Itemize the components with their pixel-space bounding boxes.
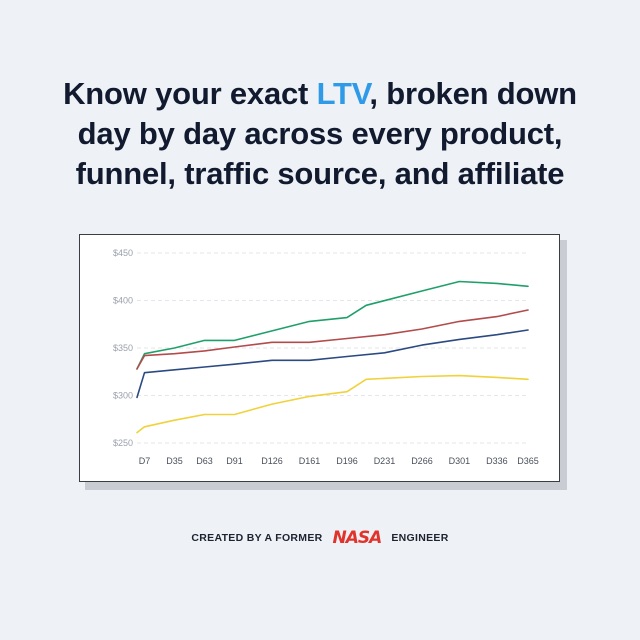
ltv-chart-card: $250 $300 $350 $400 $450 D7 D35 D63 D91 D126 D161 D… bbox=[79, 234, 560, 482]
x-tick-label: D35 bbox=[166, 456, 183, 466]
x-tick-label: D161 bbox=[299, 456, 321, 466]
footer-text-pre: CREATED BY A FORMER bbox=[191, 532, 323, 544]
headline-text: Know your exact bbox=[63, 76, 317, 111]
x-tick-label: D336 bbox=[486, 456, 508, 466]
x-tick-label: D7 bbox=[139, 456, 151, 466]
headline-line-3: funnel, traffic source, and affiliate bbox=[75, 156, 565, 191]
x-tick-label: D266 bbox=[411, 456, 433, 466]
ltv-line-chart: $250 $300 $350 $400 $450 D7 D35 D63 D91 D126 D161 D… bbox=[113, 248, 539, 466]
series-line-3 bbox=[136, 329, 529, 399]
headline: Know your exact LTV, broken down day by … bbox=[0, 74, 640, 194]
series-line-2 bbox=[136, 309, 529, 370]
x-tick-label: D196 bbox=[336, 456, 358, 466]
y-tick-label: $400 bbox=[113, 296, 133, 306]
nasa-logo: NASA bbox=[332, 528, 383, 548]
y-tick-label: $450 bbox=[113, 248, 133, 258]
series-line-4 bbox=[136, 374, 529, 434]
x-tick-label: D63 bbox=[196, 456, 213, 466]
footer-credit: CREATED BY A FORMER NASA ENGINEER bbox=[0, 528, 640, 548]
y-tick-label: $300 bbox=[113, 391, 133, 401]
x-tick-label: D91 bbox=[226, 456, 243, 466]
x-tick-label: D231 bbox=[374, 456, 396, 466]
headline-line-2: day by day across every product, bbox=[77, 116, 563, 151]
headline-line-1: Know your exact LTV, broken down bbox=[0, 74, 640, 114]
headline-accent-ltv: LTV bbox=[316, 76, 370, 111]
x-tick-label: D365 bbox=[517, 456, 539, 466]
y-tick-label: $250 bbox=[113, 438, 133, 448]
headline-text: , broken down bbox=[369, 76, 577, 111]
series-line-1 bbox=[136, 280, 529, 370]
y-tick-label: $350 bbox=[113, 343, 133, 353]
x-tick-label: D301 bbox=[449, 456, 471, 466]
x-tick-label: D126 bbox=[261, 456, 283, 466]
footer-text-post: ENGINEER bbox=[391, 532, 449, 544]
